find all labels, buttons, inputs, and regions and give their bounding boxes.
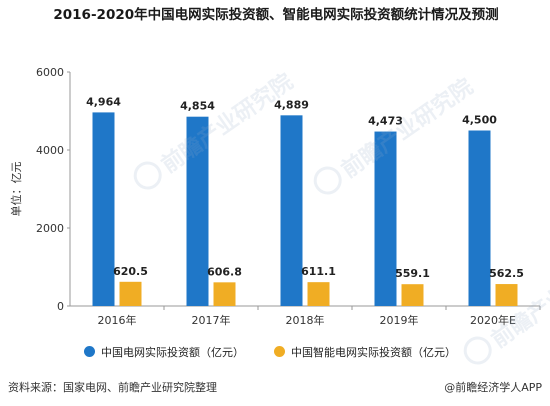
chart-title: 2016-2020年中国电网实际投资额、智能电网实际投资额统计情况及预测 — [53, 7, 499, 23]
bar-series2 — [401, 284, 424, 306]
data-label-series1: 4,500 — [462, 114, 497, 127]
legend-item-series1: 中国电网实际投资额（亿元） — [84, 344, 244, 360]
chart-legend: 中国电网实际投资额（亿元） 中国智能电网实际投资额（亿元） — [0, 344, 550, 362]
data-label-series1: 4,889 — [274, 98, 309, 111]
bar-series1 — [280, 115, 303, 306]
legend-label-series2: 中国智能电网实际投资额（亿元） — [291, 346, 456, 359]
data-label-series2: 559.1 — [395, 267, 430, 280]
data-label-series2: 562.5 — [489, 267, 524, 280]
source-note: 资料来源：国家电网、前瞻产业研究院整理 — [8, 381, 217, 394]
data-label-series1: 4,473 — [368, 115, 403, 128]
bar-series2 — [213, 282, 236, 306]
x-tick-label: 2019年 — [380, 313, 419, 327]
bar-series2 — [495, 284, 518, 306]
bar-series1 — [374, 131, 397, 306]
y-tick-label: 0 — [57, 300, 64, 313]
bar-series1 — [468, 130, 491, 306]
x-tick-label: 2016年 — [98, 313, 137, 327]
y-tick-label: 4000 — [36, 144, 64, 157]
legend-item-series2: 中国智能电网实际投资额（亿元） — [274, 344, 456, 360]
x-tick-label: 2018年 — [286, 313, 325, 327]
x-tick-label: 2020年E — [470, 313, 516, 327]
y-tick-label: 2000 — [36, 222, 64, 235]
bar-series1 — [92, 112, 115, 307]
bar-series2 — [119, 281, 142, 306]
brand-credit: @前瞻经济学人APP — [444, 381, 542, 394]
bar-series2 — [307, 282, 330, 306]
data-label-series2: 620.5 — [113, 265, 148, 278]
data-label-series2: 606.8 — [207, 265, 242, 278]
legend-label-series1: 中国电网实际投资额（亿元） — [101, 346, 244, 359]
data-label-series2: 611.1 — [301, 265, 336, 278]
bar-series1 — [186, 116, 209, 306]
data-label-series1: 4,964 — [86, 95, 121, 108]
legend-swatch-series1 — [84, 346, 95, 357]
legend-swatch-series2 — [274, 346, 285, 357]
x-tick-label: 2017年 — [192, 313, 231, 327]
data-label-series1: 4,854 — [180, 100, 215, 113]
y-axis-label: 单位：亿元 — [9, 162, 23, 217]
y-tick-label: 6000 — [36, 66, 64, 79]
